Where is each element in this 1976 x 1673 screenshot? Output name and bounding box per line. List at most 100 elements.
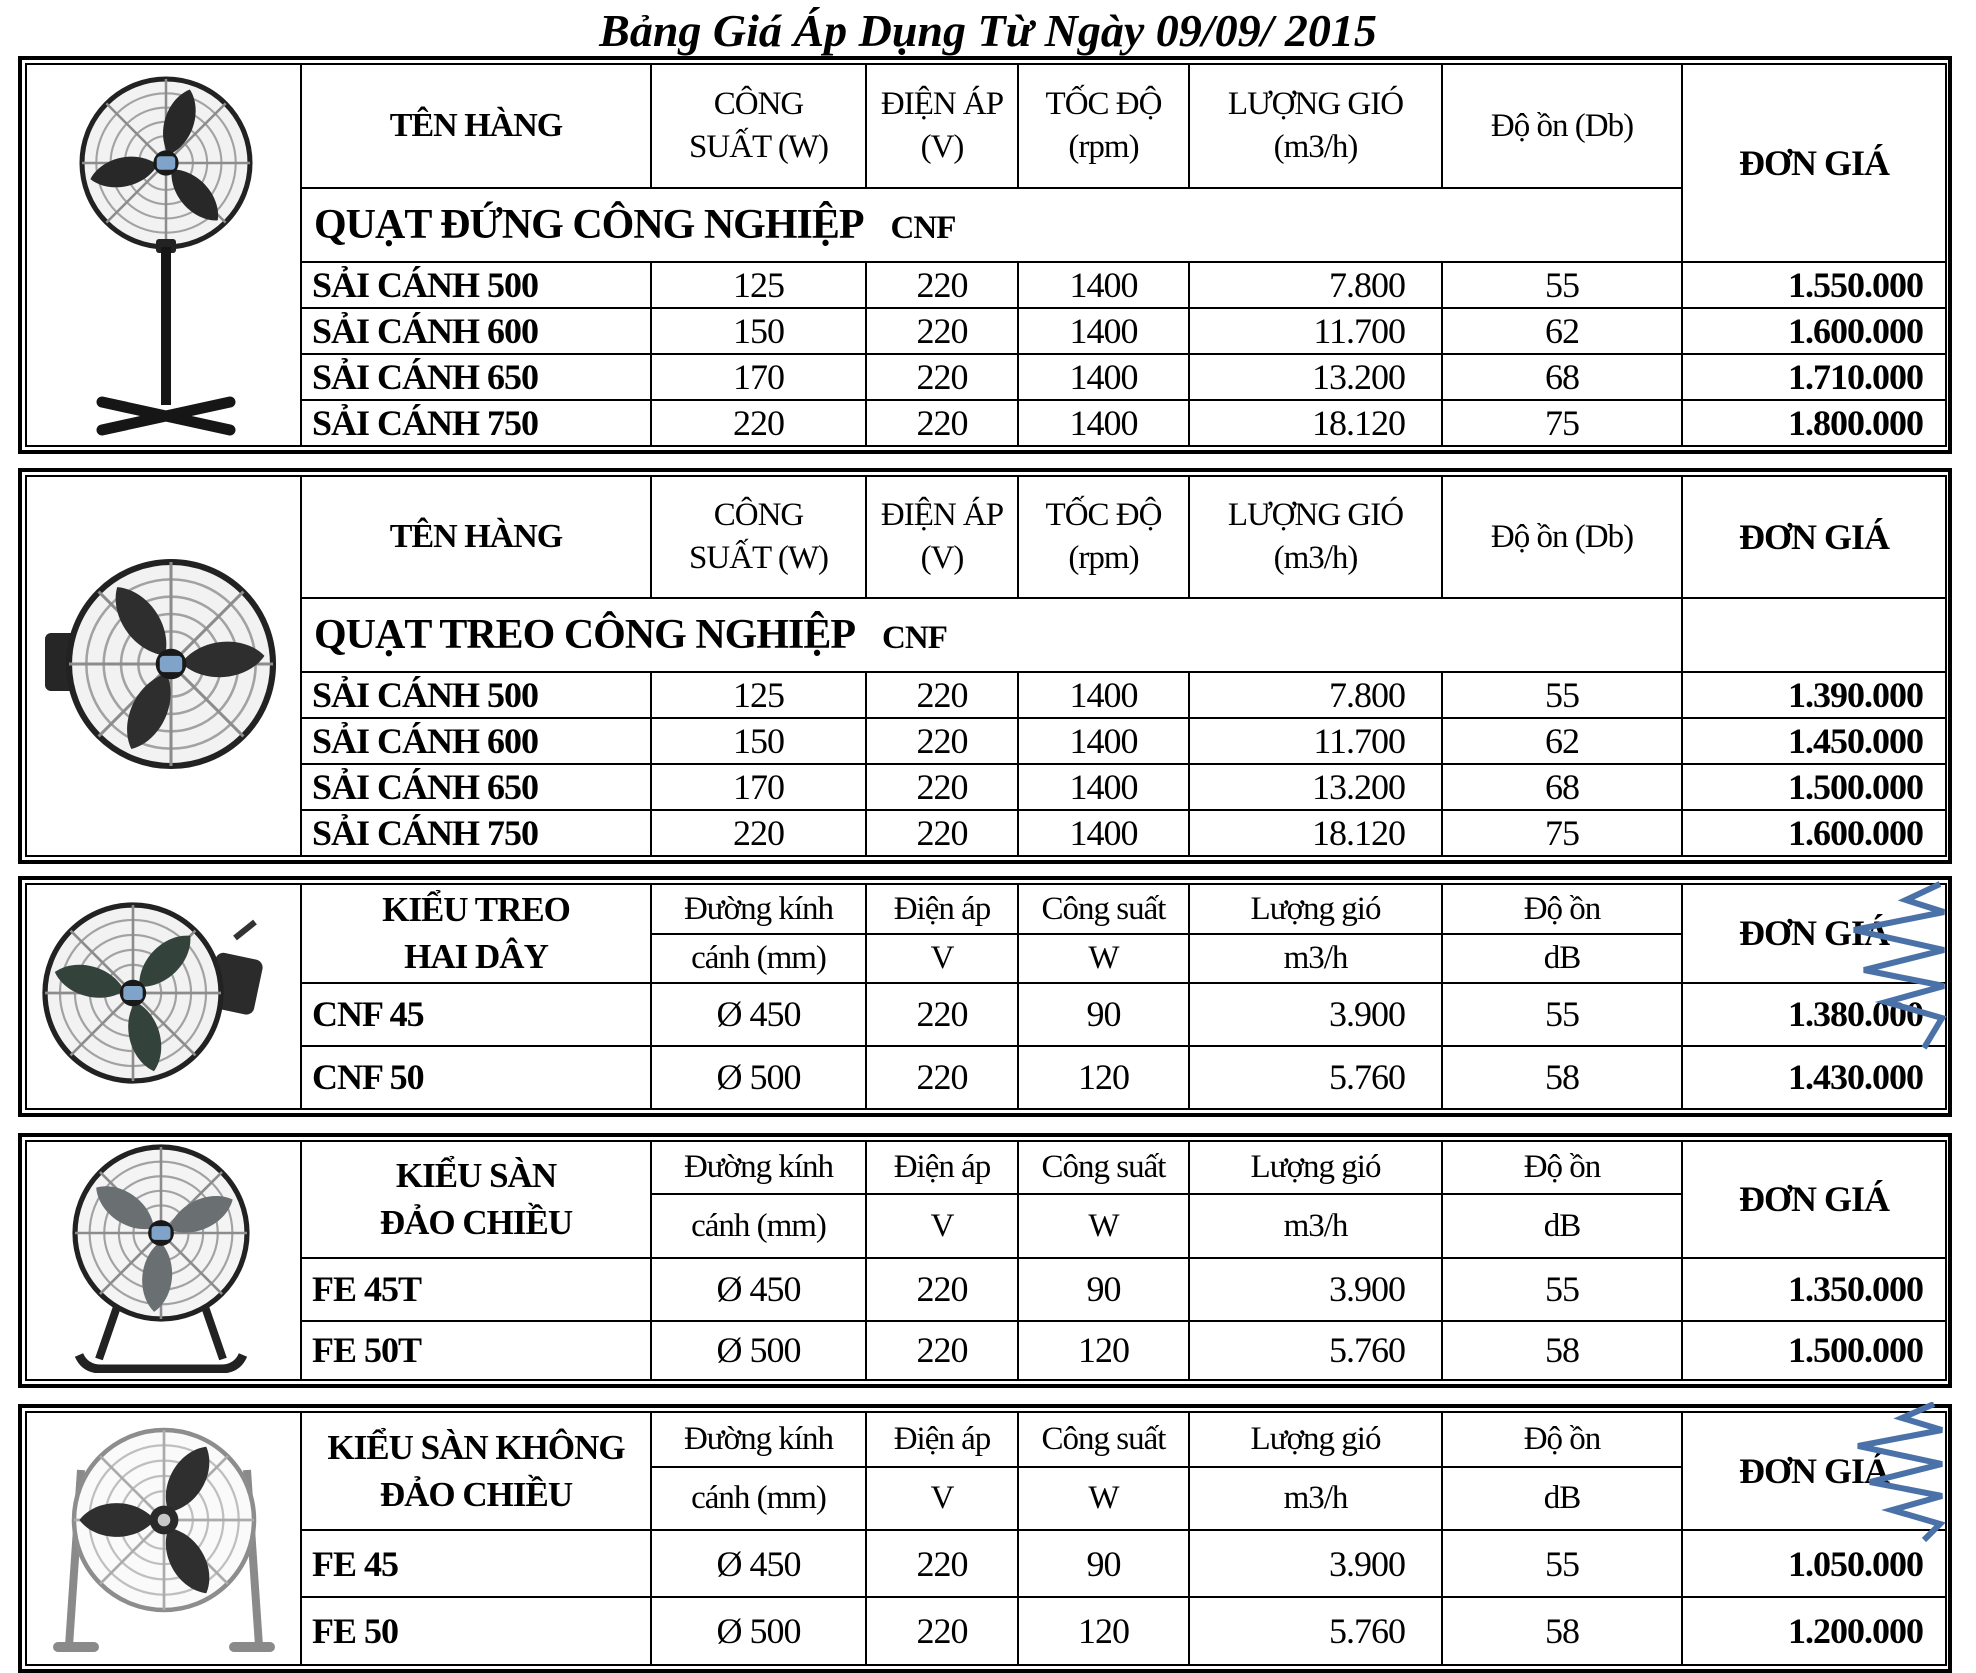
col-header-noise: Độ ồn (Db)	[1441, 475, 1683, 599]
voltage-cell: 220	[865, 981, 1019, 1047]
product-name-cell: SẢI CÁNH 600	[300, 717, 652, 765]
airflow-cell: 11.700	[1188, 307, 1443, 355]
category-code: CNF	[890, 210, 957, 246]
voltage-cell: 220	[865, 1529, 1019, 1599]
price-cell: 1.050.000	[1681, 1529, 1947, 1599]
col-header-airflow: Lượng gió	[1188, 1139, 1443, 1196]
price-cell: 1.800.000	[1681, 399, 1947, 447]
voltage-cell: 220	[865, 1596, 1019, 1666]
col-header-noise: Độ ồn	[1441, 882, 1683, 936]
col-header-name: TÊN HÀNG	[300, 475, 652, 599]
col-subheader-diameter: cánh (mm)	[650, 1466, 867, 1532]
standing-fan-image	[78, 75, 253, 435]
noise-cell: 75	[1441, 399, 1683, 447]
col-header-power: CÔNG SUẤT (W)	[650, 63, 867, 189]
power-cell: 220	[650, 809, 867, 857]
col-subheader-voltage: V	[865, 1193, 1019, 1259]
price-table-floor-non-reversible: KIỂU SÀN KHÔNG ĐẢO CHIỀU Đường kính Điện…	[18, 1401, 1952, 1673]
table-row: SẢI CÁNH 650 170 220 1400 13.200 68 1.50…	[26, 763, 1947, 811]
price-cell: 1.710.000	[1681, 353, 1947, 401]
diameter-cell: Ø 500	[650, 1596, 867, 1666]
noise-cell: 58	[1441, 1596, 1683, 1666]
price-table-standing-fans: TÊN HÀNG CÔNG SUẤT (W) ĐIỆN ÁP (V) TỐC Đ…	[18, 56, 1952, 454]
fan-image-cell	[25, 63, 302, 447]
category-cell: QUẠT TREO CÔNG NGHIỆP CNF	[300, 597, 1683, 673]
col-header-airflow: Lượng gió	[1188, 1410, 1443, 1469]
col-header-power: CÔNG SUẤT (W)	[650, 475, 867, 599]
price-table-wall-fans: TÊN HÀNG CÔNG SUẤT (W) ĐIỆN ÁP (V) TỐC Đ…	[18, 468, 1952, 864]
price-cell: 1.550.000	[1681, 261, 1947, 309]
speed-cell: 1400	[1017, 353, 1190, 401]
table-row: FE 50 Ø 500 220 120 5.760 58 1.200.000	[26, 1596, 1947, 1666]
col-subheader-power: W	[1017, 1466, 1190, 1532]
col-header-price: ĐƠN GIÁ	[1681, 63, 1947, 263]
empty-price-cell	[1681, 597, 1947, 673]
speed-cell: 1400	[1017, 261, 1190, 309]
noise-cell: 55	[1441, 1256, 1683, 1322]
noise-cell: 68	[1441, 353, 1683, 401]
col-header-price: ĐƠN GIÁ	[1681, 475, 1947, 599]
airflow-cell: 18.120	[1188, 399, 1443, 447]
diameter-cell: Ø 450	[650, 1256, 867, 1322]
price-cell: 1.600.000	[1681, 307, 1947, 355]
col-header-diameter: Đường kính	[650, 1139, 867, 1196]
col-header-power: Công suất	[1017, 882, 1190, 936]
col-subheader-diameter: cánh (mm)	[650, 1193, 867, 1259]
airflow-cell: 3.900	[1188, 1256, 1443, 1322]
col-subheader-airflow: m3/h	[1188, 1193, 1443, 1259]
col-header-name: TÊN HÀNG	[300, 63, 652, 189]
airflow-cell: 18.120	[1188, 809, 1443, 857]
col-header-speed: TỐC ĐỘ (rpm)	[1017, 475, 1190, 599]
price-cell: 1.350.000	[1681, 1256, 1947, 1322]
price-cell: 1.430.000	[1681, 1044, 1947, 1110]
noise-cell: 68	[1441, 763, 1683, 811]
voltage-cell: 220	[865, 717, 1019, 765]
product-name-cell: FE 45T	[300, 1256, 652, 1322]
table-row: SẢI CÁNH 600 150 220 1400 11.700 62 1.45…	[26, 717, 1947, 765]
power-cell: 120	[1017, 1319, 1190, 1381]
col-header-airflow: LƯỢNG GIÓ (m3/h)	[1188, 475, 1443, 599]
fan-image-cell	[25, 883, 302, 1110]
col-subheader-noise: dB	[1441, 1193, 1683, 1259]
product-name-cell: CNF 45	[300, 981, 652, 1047]
table-row: SẢI CÁNH 500 125 220 1400 7.800 55 1.390…	[26, 671, 1947, 719]
noise-cell: 62	[1441, 307, 1683, 355]
noise-cell: 75	[1441, 809, 1683, 857]
diameter-cell: Ø 500	[650, 1044, 867, 1110]
type-header: KIỂU SÀN KHÔNG ĐẢO CHIỀU	[300, 1410, 652, 1532]
product-name-cell: SẢI CÁNH 750	[300, 809, 652, 857]
table-row: FE 45T Ø 450 220 90 3.900 55 1.350.000	[26, 1256, 1947, 1322]
col-header-power: Công suất	[1017, 1410, 1190, 1469]
price-cell: 1.380.000	[1681, 981, 1947, 1047]
product-name-cell: SẢI CÁNH 600	[300, 307, 652, 355]
product-name-cell: SẢI CÁNH 650	[300, 763, 652, 811]
noise-cell: 55	[1441, 981, 1683, 1047]
col-subheader-power: W	[1017, 1193, 1190, 1259]
product-name-cell: FE 50	[300, 1596, 652, 1666]
table-row: SẢI CÁNH 750 220 220 1400 18.120 75 1.60…	[26, 809, 1947, 857]
voltage-cell: 220	[865, 261, 1019, 309]
category-code: CNF	[882, 620, 948, 656]
col-header-airflow: Lượng gió	[1188, 882, 1443, 936]
price-cell: 1.390.000	[1681, 671, 1947, 719]
airflow-cell: 3.900	[1188, 1529, 1443, 1599]
voltage-cell: 220	[865, 809, 1019, 857]
power-cell: 125	[650, 671, 867, 719]
noise-cell: 55	[1441, 261, 1683, 309]
col-header-price: ĐƠN GIÁ	[1681, 883, 1947, 984]
price-table-floor-reversible: KIỂU SÀN ĐẢO CHIỀU Đường kính Điện áp Cô…	[18, 1132, 1952, 1388]
power-cell: 150	[650, 717, 867, 765]
voltage-cell: 220	[865, 1044, 1019, 1110]
voltage-cell: 220	[865, 763, 1019, 811]
voltage-cell: 220	[865, 1256, 1019, 1322]
col-header-voltage: ĐIỆN ÁP (V)	[865, 63, 1019, 189]
speed-cell: 1400	[1017, 671, 1190, 719]
col-header-price: ĐƠN GIÁ	[1681, 1410, 1947, 1532]
category-cell: QUẠT ĐỨNG CÔNG NGHIỆP CNF	[300, 187, 1683, 263]
table-row: CNF 45 Ø 450 220 90 3.900 55 1.380.000	[26, 981, 1947, 1047]
noise-cell: 55	[1441, 671, 1683, 719]
col-header-noise: Độ ồn	[1441, 1410, 1683, 1469]
airflow-cell: 5.760	[1188, 1596, 1443, 1666]
col-header-voltage: Điện áp	[865, 1139, 1019, 1196]
